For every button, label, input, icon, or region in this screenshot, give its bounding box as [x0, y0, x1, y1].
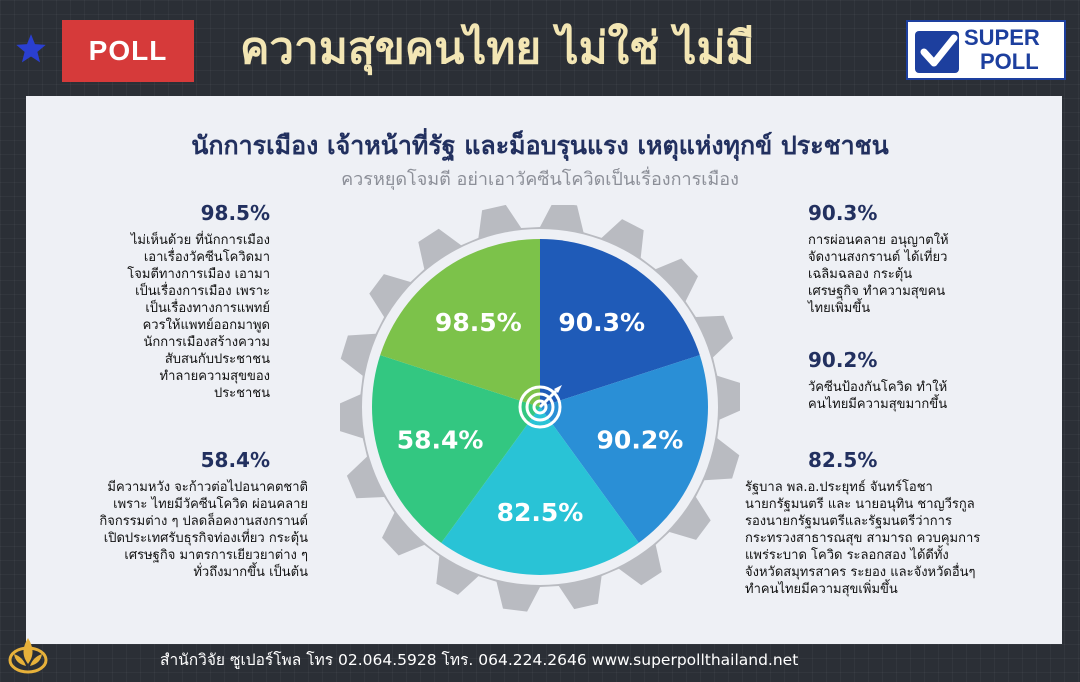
- desc-58-4: มีความหวัง จะก้าวต่อไปอนาคตชาติเพราะ ไทย…: [99, 479, 308, 581]
- slice-data-label: 58.4%: [397, 425, 484, 454]
- target-icon: [518, 385, 562, 429]
- desc-90-3: การผ่อนคลาย อนุญาตให้จัดงานสงกรานต์ ได้เ…: [808, 232, 949, 317]
- desc-line: ควรให้แพทย์ออกมาพูด: [142, 318, 270, 333]
- desc-line: นักการเมืองสร้างความ: [143, 335, 270, 350]
- desc-line: ไทยเพิ่มขึ้น: [808, 301, 871, 316]
- desc-line: ไม่เห็นด้วย ที่นักการเมือง: [130, 233, 270, 248]
- desc-line: รัฐบาล พล.อ.ประยุทธ์ จันทร์โอชา: [745, 480, 933, 495]
- pct-label-58-4: 58.4%: [200, 448, 270, 472]
- desc-82-5: รัฐบาล พล.อ.ประยุทธ์ จันทร์โอชานายกรัฐมน…: [745, 479, 980, 598]
- desc-line: เอาเรื่องวัคซีนโควิดมา: [143, 250, 270, 265]
- desc-line: แพร่ระบาด โควิด ระลอกสอง ได้ดีทั้ง: [745, 548, 949, 563]
- pie-chart: 90.3% 90.2% 82.5% 58.4% 98.5%: [340, 205, 740, 612]
- subtitle-secondary: ควรหยุดโจมตี อย่าเอาวัคซีนโควิดเป็นเรื่อ…: [341, 169, 739, 190]
- desc-line: จังหวัดสมุทรสาคร ระยอง และจังหวัดอื่นๆ: [745, 565, 976, 580]
- star-icon: [16, 34, 46, 63]
- desc-line: รองนายกรัฐมนตรีและรัฐมนตรีว่าการ: [745, 514, 952, 529]
- desc-line: จัดงานสงกรานต์ ได้เที่ยว: [808, 250, 948, 265]
- desc-line: เศรษฐกิจ มาตรการเยียวยาต่าง ๆ: [124, 548, 308, 563]
- desc-line: เพราะ ไทยมีวัคซีนโควิด ผ่อนคลาย: [113, 497, 308, 512]
- slice-data-label: 90.2%: [597, 425, 684, 454]
- pie-slice-98-5: [380, 238, 540, 407]
- desc-line: มีความหวัง จะก้าวต่อไปอนาคตชาติ: [107, 480, 308, 495]
- desc-98-5: ไม่เห็นด้วย ที่นักการเมืองเอาเรื่องวัคซี…: [127, 232, 270, 402]
- desc-line: ทั่วถึงมากขึ้น เป็นต้น: [193, 565, 308, 580]
- slice-data-label: 98.5%: [435, 308, 522, 337]
- pct-label-98-5: 98.5%: [200, 201, 270, 225]
- slice-data-label: 82.5%: [497, 498, 584, 527]
- poll-badge: POLL: [62, 20, 194, 82]
- desc-line: เป็นเรื่องทางการแพทย์: [145, 301, 270, 316]
- desc-line: เปิดประเทศรับธุรกิจท่องเที่ยว กระตุ้น: [103, 531, 308, 546]
- desc-line: เป็นเรื่องการเมือง เพราะ: [135, 284, 270, 299]
- pie-slice-58-4: [371, 355, 540, 543]
- desc-line: โจมตีทางการเมือง เอามา: [127, 267, 270, 282]
- desc-line: ทำลายความสุขของ: [159, 369, 270, 384]
- desc-line: คนไทยมีความสุขมากขึ้น: [808, 397, 948, 412]
- crest-icon: [8, 638, 48, 674]
- pie-slice-90-3: [540, 239, 700, 407]
- desc-line: กระทรวงสาธารณสุข สามารถ ควบคุมการ: [745, 531, 981, 546]
- desc-line: วัคซีนป้องกันโควิด ทำให้: [808, 380, 948, 395]
- logo-word-super: SUPER: [964, 25, 1040, 50]
- desc-line: ประชาชน: [213, 386, 270, 401]
- pct-label-90-2: 90.2%: [808, 348, 878, 372]
- desc-line: การผ่อนคลาย อนุญาตให้: [808, 233, 949, 248]
- pie-slice-90-2: [540, 355, 709, 543]
- pct-label-82-5: 82.5%: [808, 448, 878, 472]
- superpoll-logo: SUPER POLL: [906, 20, 1066, 80]
- logo-word-poll: POLL: [980, 49, 1039, 74]
- desc-line: นายกรัฐมนตรี และ นายอนุทิน ชาญวีรกูล: [745, 497, 975, 512]
- pct-label-90-3: 90.3%: [808, 201, 878, 225]
- desc-line: เศรษฐกิจ ทำความสุขคน: [808, 284, 946, 299]
- checkmark-icon: [915, 31, 959, 73]
- footer-contact: สำนักวิจัย ซูเปอร์โพล โทร 02.064.5928 โท…: [160, 651, 799, 669]
- desc-line: เฉลิมฉลอง กระตุ้น: [808, 267, 913, 282]
- subtitle: นักการเมือง เจ้าหน้าที่รัฐ และม็อบรุนแรง…: [191, 131, 889, 160]
- desc-line: ทำคนไทยมีความสุขเพิ่มขึ้น: [745, 582, 898, 597]
- pie-slice-82-5: [441, 407, 639, 575]
- desc-90-2: วัคซีนป้องกันโควิด ทำให้คนไทยมีความสุขมา…: [808, 379, 947, 413]
- slice-data-label: 90.3%: [558, 308, 645, 337]
- desc-line: กิจกรรมต่าง ๆ ปลดล็อคงานสงกรานต์: [99, 514, 308, 529]
- page-title: ความสุขคนไทย ไม่ใช่ ไม่มี: [240, 23, 755, 74]
- desc-line: สับสนกับประชาชน: [164, 352, 270, 367]
